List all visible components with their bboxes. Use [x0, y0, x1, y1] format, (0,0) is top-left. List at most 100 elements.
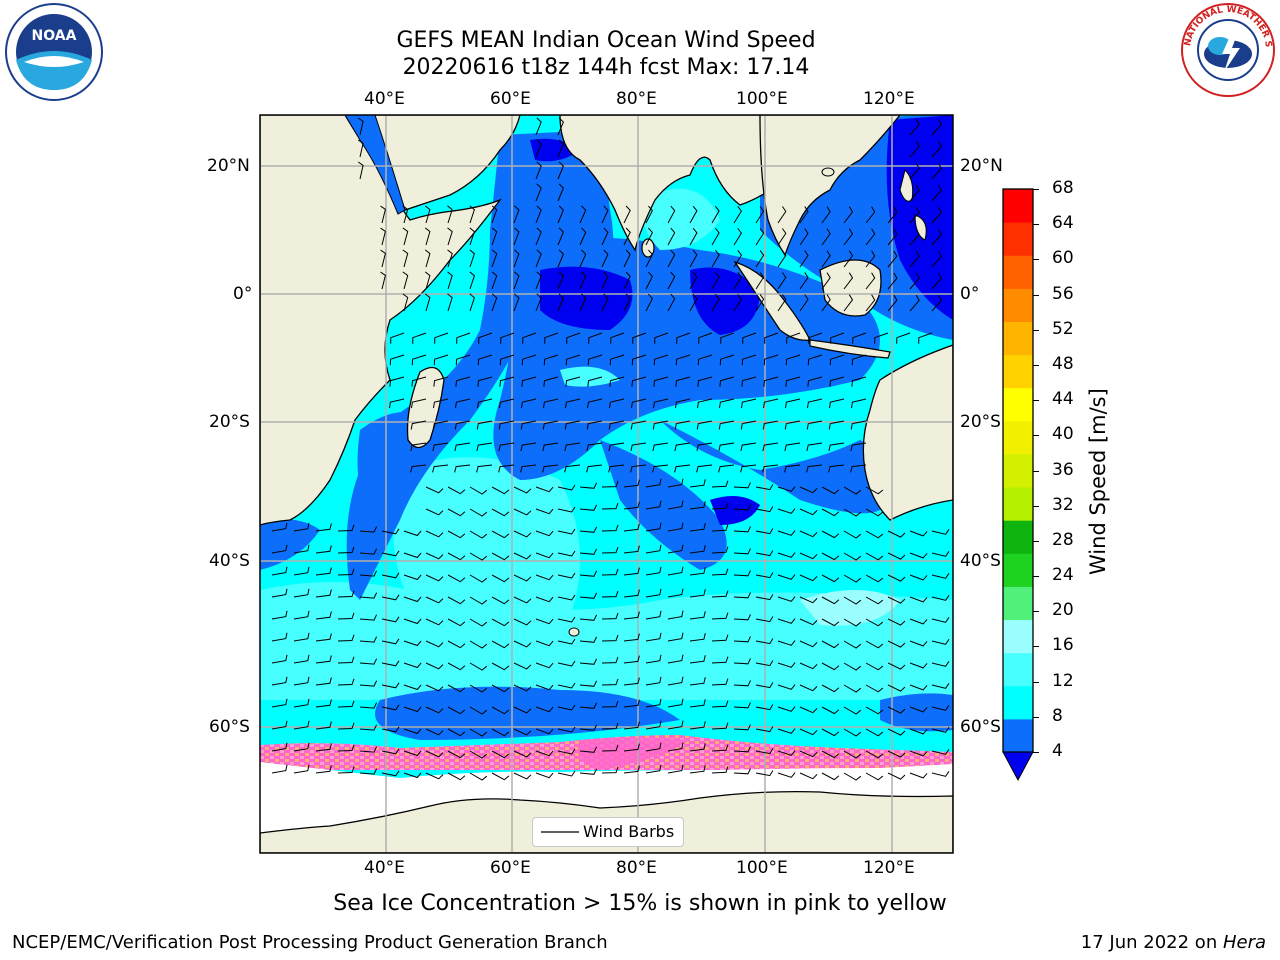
wind-barb — [491, 662, 510, 671]
wind-barb — [564, 420, 581, 430]
footer-host: Hera — [1222, 932, 1266, 953]
colorbar-segment — [1003, 354, 1033, 389]
wind-barb — [565, 398, 581, 409]
colorbar-tick-label: 16 — [1052, 635, 1074, 656]
wind-barb — [500, 332, 515, 344]
wind-barb — [293, 632, 310, 642]
wind-barb — [755, 660, 774, 667]
wind-barb — [653, 376, 669, 387]
wind-barb — [652, 464, 669, 473]
wind-barb — [821, 706, 840, 715]
wind-barb — [557, 484, 576, 491]
wind-barb — [535, 684, 554, 691]
wind-barb — [402, 249, 409, 268]
wind-barb — [601, 502, 619, 510]
wind-barb — [359, 658, 378, 665]
wind-barb — [850, 420, 867, 430]
wind-barb — [469, 640, 488, 649]
wind-barb — [557, 726, 576, 733]
wind-barb — [447, 772, 466, 781]
wind-barb — [755, 550, 774, 557]
wind-barb — [520, 420, 537, 430]
wind-barb — [293, 742, 310, 752]
wind-barb — [674, 442, 691, 452]
wind-barb — [454, 420, 471, 430]
wind-barb — [491, 684, 510, 693]
wind-barb — [447, 750, 466, 759]
wind-barb — [359, 724, 378, 731]
wind-barb — [469, 227, 475, 246]
wind-barb — [711, 524, 729, 532]
wind-barb — [381, 594, 400, 601]
wind-barb — [271, 522, 288, 532]
colorbar-tick-label: 48 — [1052, 353, 1074, 374]
wind-barb — [380, 227, 386, 246]
wind-barb — [424, 227, 431, 246]
wind-barb — [557, 249, 564, 268]
wind-barb — [865, 574, 884, 583]
wind-barb — [931, 705, 950, 711]
colorbar-tick-mark — [1033, 576, 1039, 578]
wind-barb — [674, 420, 691, 430]
colorbar-tick-label: 20 — [1052, 600, 1074, 621]
wind-barb — [697, 376, 713, 387]
wind-barb — [821, 750, 840, 759]
wind-barb — [579, 271, 587, 290]
wind-barb — [711, 656, 729, 664]
wind-barb — [557, 748, 576, 755]
wind-barb — [543, 376, 559, 387]
wind-barb — [645, 544, 662, 554]
wind-barb — [718, 442, 735, 452]
wind-barb — [764, 332, 779, 344]
wind-barb — [425, 596, 444, 604]
wind-barb — [271, 764, 288, 774]
wind-barb — [931, 228, 942, 246]
wind-barb — [433, 398, 449, 409]
wind-barb — [424, 249, 431, 268]
wind-barb — [579, 205, 587, 224]
wind-barb — [799, 552, 818, 560]
india-land — [559, 115, 771, 252]
wind-barb — [447, 508, 466, 517]
wind-barb — [799, 662, 818, 670]
wind-barb — [806, 464, 823, 473]
wind-barb — [711, 700, 729, 708]
wind-barb — [696, 420, 713, 430]
wind-barb — [608, 420, 625, 430]
sea-ice-caption: Sea Ice Concentration > 15% is shown in … — [333, 891, 947, 916]
wind-barb — [543, 398, 559, 409]
wind-barb — [645, 205, 654, 224]
wind-barb — [689, 699, 706, 708]
wind-barb — [337, 700, 355, 708]
wind-barb — [579, 592, 598, 599]
wind-barb — [491, 486, 510, 495]
wind-barb — [579, 636, 598, 643]
wind-region-blue-africa — [260, 518, 320, 570]
wind-barb — [587, 398, 603, 409]
wind-barb — [843, 552, 862, 561]
wind-barb — [623, 655, 640, 664]
wind-barb — [601, 271, 609, 290]
colorbar-segment — [1003, 487, 1033, 521]
colorbar-tick-label: 12 — [1052, 670, 1074, 691]
wind-barb — [645, 478, 662, 488]
wind-barb — [931, 272, 942, 290]
wind-barb — [909, 596, 928, 603]
wind-barb — [689, 721, 706, 730]
wind-barb — [535, 552, 554, 559]
wind-barb — [410, 442, 427, 452]
wind-barb — [535, 596, 554, 603]
wind-barb — [799, 272, 809, 290]
wind-barb — [491, 508, 510, 517]
wind-barb — [535, 706, 554, 713]
wind-barb — [315, 765, 332, 774]
wind-barb — [432, 442, 449, 452]
wind-barb — [843, 228, 854, 246]
wind-barb — [711, 678, 729, 686]
wind-barb — [785, 398, 801, 409]
wind-barb — [667, 566, 684, 576]
wind-barb — [909, 184, 920, 202]
wind-barb — [447, 293, 453, 312]
wind-barb — [410, 420, 427, 430]
wind-barb — [777, 294, 787, 312]
